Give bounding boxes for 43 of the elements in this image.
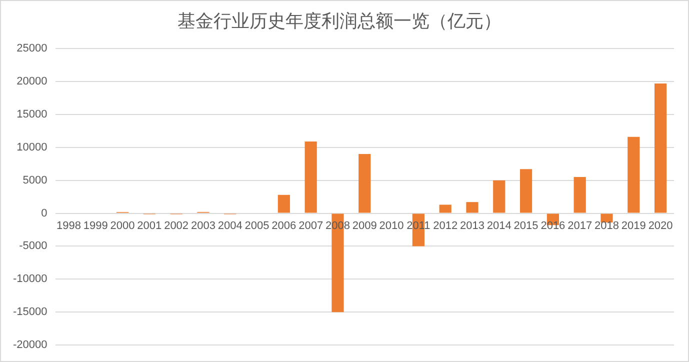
x-tick-label: 2016 — [540, 220, 566, 232]
x-tick-label: 2007 — [298, 220, 324, 232]
x-tick-label: 1999 — [83, 220, 108, 232]
y-tick-label: 20000 — [16, 76, 48, 88]
x-tick-label: 2015 — [514, 220, 538, 232]
x-tick-label: 2003 — [190, 220, 216, 232]
y-tick-label: -15000 — [12, 306, 48, 318]
x-tick-label: 2017 — [568, 220, 592, 232]
x-tick-label: 2005 — [244, 220, 270, 232]
bar — [654, 84, 667, 213]
x-tick-label: 2010 — [379, 220, 404, 232]
bar — [600, 214, 613, 222]
y-tick-label: -20000 — [12, 339, 48, 352]
bar — [628, 136, 640, 213]
x-tick-label: 2012 — [433, 220, 458, 232]
chart-title: 基金行业历史年度利润总额一览（亿元） — [178, 10, 502, 31]
y-tick-label: -10000 — [12, 273, 48, 286]
bar — [439, 204, 452, 213]
x-tick-label: 2001 — [137, 220, 162, 232]
bar — [358, 154, 371, 213]
x-tick-label: 2002 — [164, 220, 189, 232]
y-tick-label: -5000 — [19, 240, 48, 252]
y-tick-label: 25000 — [16, 42, 48, 55]
y-tick-label: 10000 — [16, 141, 48, 154]
bar — [466, 202, 478, 213]
y-tick-label: 5000 — [22, 174, 48, 186]
x-tick-label: 2013 — [460, 220, 484, 232]
x-tick-label: 2019 — [621, 220, 646, 232]
x-tick-label: 2009 — [352, 220, 377, 232]
bar — [278, 194, 290, 213]
x-tick-label: 2020 — [648, 220, 673, 232]
x-tick-label: 1998 — [56, 220, 81, 232]
x-tick-label: 2000 — [110, 220, 135, 232]
y-tick-label: 0 — [41, 207, 48, 220]
bar — [520, 169, 532, 213]
x-tick-label: 2018 — [594, 220, 619, 232]
y-tick-label: 15000 — [16, 108, 48, 120]
bar — [493, 180, 506, 213]
bar — [574, 177, 586, 213]
x-tick-label: 2014 — [486, 220, 512, 232]
bar — [304, 141, 317, 213]
x-tick-label: 2006 — [272, 220, 296, 232]
x-tick-label: 2004 — [218, 220, 242, 232]
